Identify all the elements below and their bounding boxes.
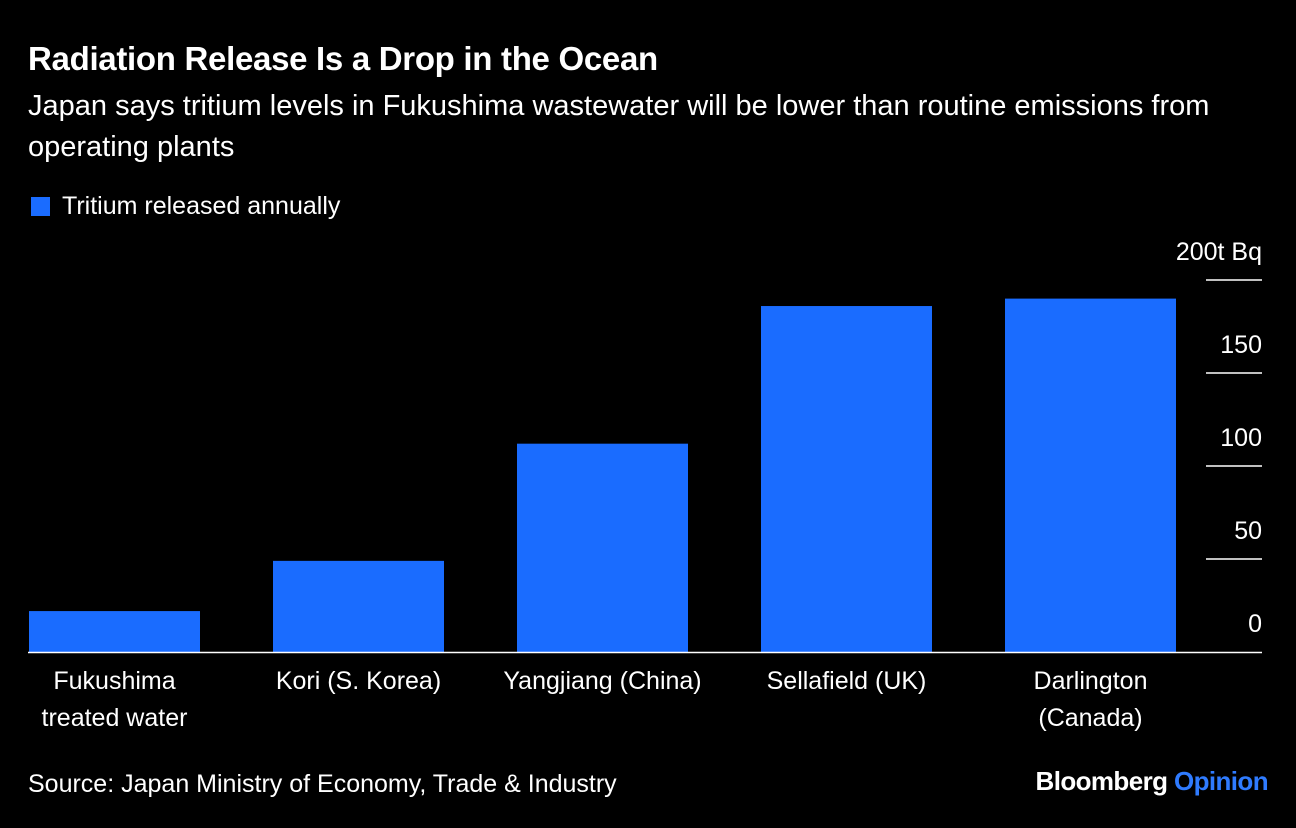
x-tick-label: Kori (S. Korea) (276, 667, 441, 695)
x-tick-label: Yangjiang (China) (503, 667, 701, 695)
x-tick-label-line: Kori (S. Korea) (276, 667, 441, 695)
x-tick-label-line: Yangjiang (China) (503, 667, 701, 695)
x-tick-label-line: (Canada) (1038, 704, 1142, 732)
bloomberg-opinion-logo: Bloomberg Opinion (1035, 766, 1269, 797)
brand-name: Bloomberg (1035, 766, 1168, 796)
legend-swatch (31, 196, 50, 216)
x-tick-label-line: Fukushima (53, 667, 175, 695)
bar (273, 560, 444, 652)
x-tick-label: Sellafield (UK) (767, 667, 927, 695)
y-tick-label: 150 (1220, 331, 1262, 359)
bar (761, 306, 932, 652)
source-note: Source: Japan Ministry of Economy, Trade… (28, 770, 617, 798)
y-tick-label: 50 (1234, 517, 1262, 545)
bar-chart: 0 50 100 150 200t Bq Fukushima treated water Ko… (28, 238, 1262, 732)
bar (29, 611, 200, 652)
x-tick-label: Fukushima treated water (42, 667, 188, 732)
x-tick-label: Darlington (Canada) (1034, 667, 1148, 732)
brand-suffix: Opinion (1174, 766, 1269, 796)
x-tick-label-line: Darlington (1034, 667, 1148, 695)
bar (517, 443, 688, 652)
x-tick-label-line: Sellafield (UK) (767, 667, 927, 695)
y-tick-label: 100 (1220, 424, 1262, 452)
x-tick-label-line: treated water (42, 704, 188, 732)
chart-subtitle: Japan says tritium levels in Fukushima w… (28, 90, 1210, 163)
legend-label: Tritium released annually (62, 191, 341, 220)
chart-legend: Tritium released annually (31, 190, 340, 222)
chart-title: Radiation Release Is a Drop in the Ocean (28, 40, 658, 77)
bar (1005, 298, 1176, 652)
y-tick-label: 200t Bq (1176, 238, 1262, 266)
y-tick-label: 0 (1248, 610, 1262, 638)
